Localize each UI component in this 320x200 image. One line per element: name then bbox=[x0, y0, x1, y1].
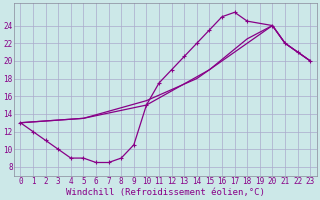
X-axis label: Windchill (Refroidissement éolien,°C): Windchill (Refroidissement éolien,°C) bbox=[66, 188, 265, 197]
